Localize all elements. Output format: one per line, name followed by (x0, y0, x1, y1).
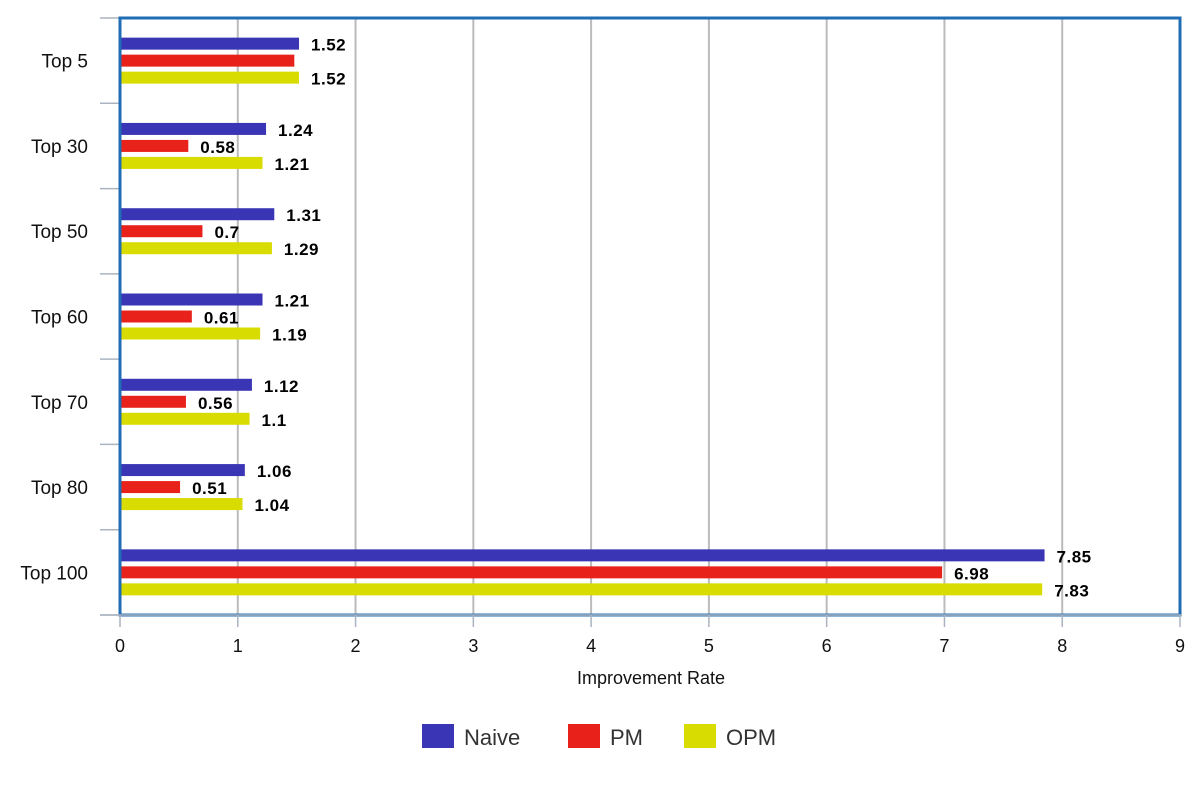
category-label: Top 30 (31, 137, 88, 158)
legend-label-opm: OPM (726, 725, 776, 750)
value-label: 0.7 (214, 223, 239, 242)
category-label: Top 5 (42, 52, 88, 73)
legend-label-naive: Naive (464, 725, 520, 750)
value-label: 6.98 (954, 564, 989, 583)
value-label: 1.24 (278, 121, 313, 140)
legend-swatch-opm (684, 724, 716, 748)
x-tick-label: 1 (233, 636, 243, 656)
bar-opm (120, 583, 1043, 596)
bar-pm (120, 139, 189, 152)
bar-naive (120, 464, 245, 477)
x-tick-label: 0 (115, 636, 125, 656)
x-tick-label: 3 (468, 636, 478, 656)
value-label: 0.58 (200, 138, 235, 157)
bar-opm (120, 327, 261, 340)
x-axis-title: Improvement Rate (577, 668, 725, 688)
value-label: 7.85 (1057, 547, 1092, 566)
bar-naive (120, 378, 252, 391)
x-tick-label: 2 (351, 636, 361, 656)
value-label: 1.06 (257, 462, 292, 481)
value-label: 1.21 (275, 292, 310, 311)
value-label: 1.1 (262, 411, 287, 430)
bar-opm (120, 242, 272, 255)
category-label: Top 60 (31, 308, 88, 329)
value-label: 1.12 (264, 377, 299, 396)
category-label: Top 80 (31, 478, 88, 499)
value-label: 0.51 (192, 479, 227, 498)
category-label: Top 70 (31, 393, 88, 414)
value-label: 1.31 (286, 206, 321, 225)
x-tick-label: 5 (704, 636, 714, 656)
x-tick-label: 8 (1057, 636, 1067, 656)
x-tick-label: 4 (586, 636, 596, 656)
value-label: 1.04 (254, 496, 289, 515)
bar-pm (120, 566, 943, 579)
bar-opm (120, 71, 300, 84)
value-label: 1.52 (311, 70, 346, 89)
bar-opm (120, 498, 243, 511)
plot-frame (118, 16, 1182, 617)
bar-opm (120, 412, 250, 425)
x-tick-label: 9 (1175, 636, 1185, 656)
bar-pm (120, 310, 192, 323)
legend-label-pm: PM (610, 725, 643, 750)
bar-pm (120, 54, 295, 67)
bar-naive (120, 208, 275, 221)
bar-pm (120, 395, 186, 408)
legend-swatch-naive (422, 724, 454, 748)
legend-swatch-pm (568, 724, 600, 748)
bar-naive (120, 293, 263, 306)
x-tick-label: 6 (822, 636, 832, 656)
value-label: 1.21 (275, 155, 310, 174)
bar-pm (120, 225, 203, 238)
value-label: 0.56 (198, 394, 233, 413)
value-label: 1.19 (272, 326, 307, 345)
bar-naive (120, 37, 300, 50)
bar-naive (120, 122, 267, 135)
category-label: Top 50 (31, 222, 88, 243)
value-label: 0.61 (204, 309, 239, 328)
value-label: 7.83 (1054, 581, 1089, 600)
value-label: 1.29 (284, 240, 319, 259)
category-label: Top 100 (20, 563, 88, 584)
bar-naive (120, 549, 1045, 562)
value-label: 1.52 (311, 36, 346, 55)
bar-pm (120, 481, 181, 494)
bar-opm (120, 156, 263, 169)
x-tick-label: 7 (939, 636, 949, 656)
